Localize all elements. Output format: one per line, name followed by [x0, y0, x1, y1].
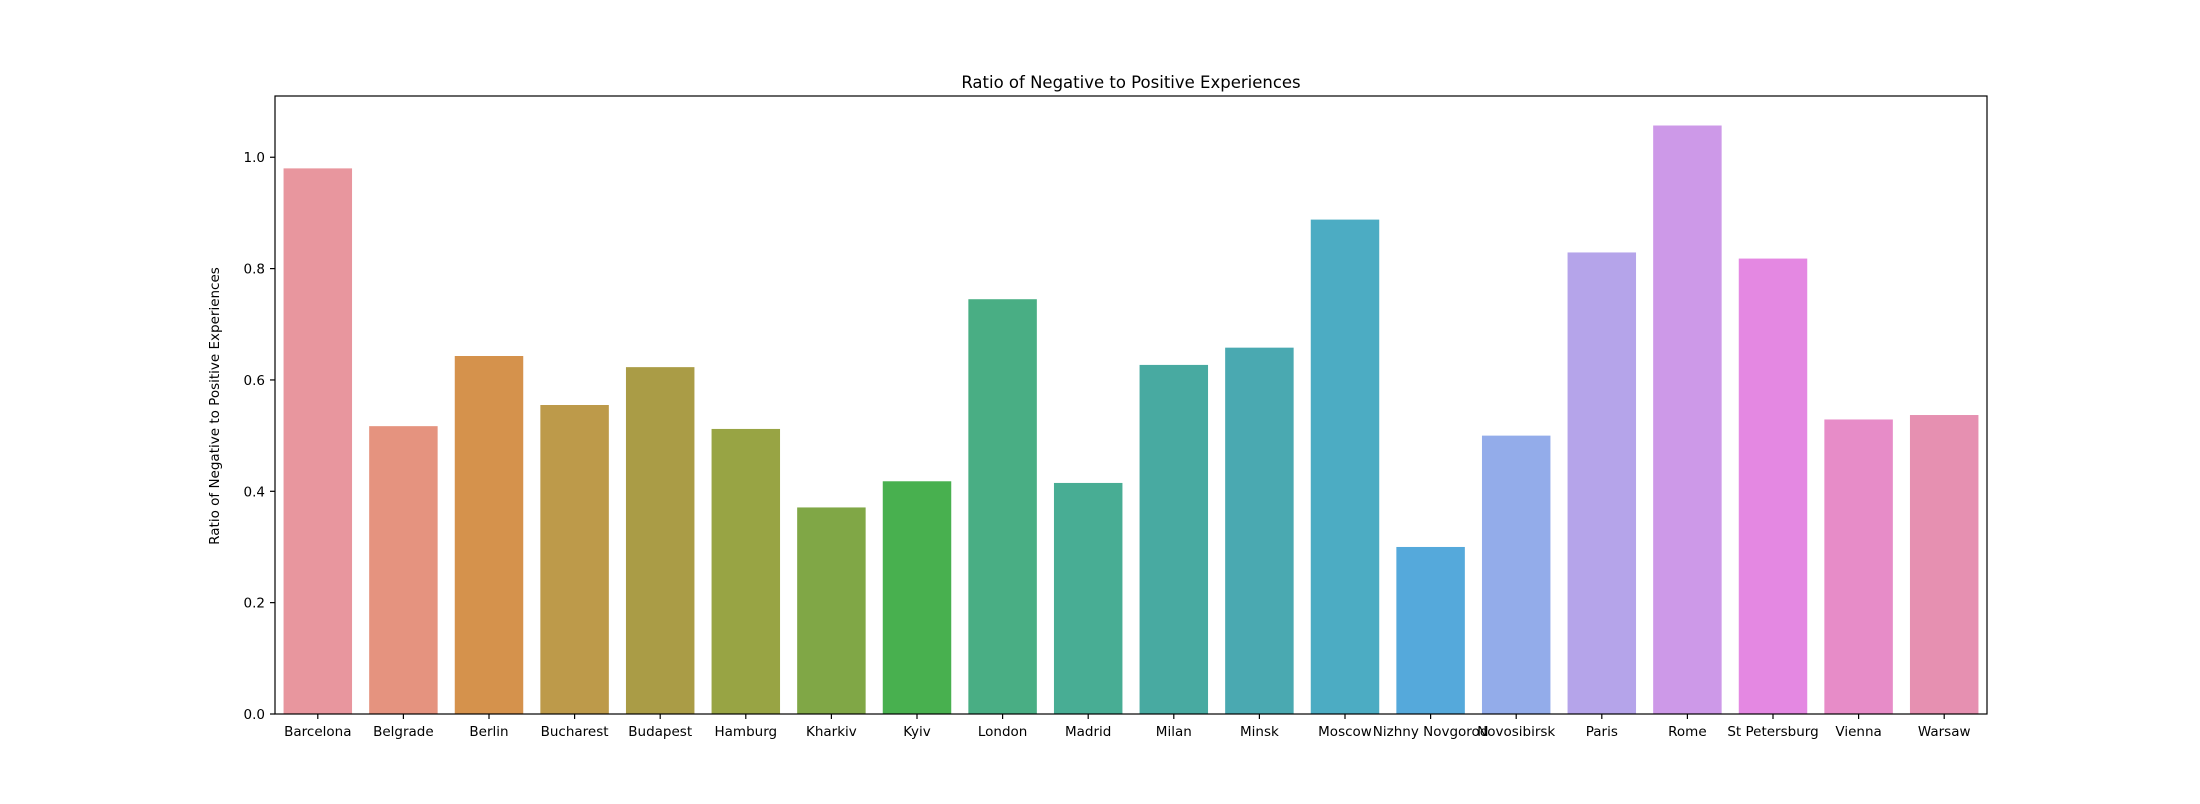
x-tick-label: Milan [1156, 724, 1192, 740]
bar-paris [1567, 252, 1637, 714]
bars-group [283, 125, 1979, 715]
y-tick-label: 0.2 [244, 596, 265, 612]
bar-milan [1139, 364, 1209, 714]
bar-madrid [1053, 482, 1123, 714]
x-tick-label: Kharkiv [806, 724, 857, 740]
bar-warsaw [1909, 415, 1979, 714]
x-tick-label: Bucharest [541, 724, 609, 740]
x-tick-label: Kyiv [903, 724, 931, 740]
bar-belgrade [369, 426, 438, 714]
x-tick-label: Barcelona [284, 724, 351, 740]
x-tick-label: Belgrade [373, 724, 434, 740]
x-tick-label: St Petersburg [1727, 724, 1818, 740]
y-tick-label: 0.4 [244, 484, 265, 500]
y-tick-label: 1.0 [244, 150, 265, 166]
x-tick-label: Madrid [1065, 724, 1111, 740]
y-tick-label: 0.8 [244, 262, 265, 278]
x-tick-label: Minsk [1240, 724, 1279, 740]
bar-kyiv [882, 481, 952, 714]
y-tick-label: 0.6 [244, 373, 265, 389]
y-axis-label: Ratio of Negative to Positive Experience… [207, 267, 223, 545]
bar-bucharest [540, 405, 609, 714]
x-tick-label: Berlin [469, 724, 508, 740]
bar-berlin [454, 356, 524, 714]
x-tick-label: Rome [1668, 724, 1707, 740]
y-axis-ticks: 0.0 0.2 0.4 0.6 0.8 1.0 [244, 150, 275, 723]
plot-area-frame [274, 95, 1988, 715]
x-tick-label: Vienna [1835, 724, 1881, 740]
x-tick-label: Hamburg [715, 724, 778, 740]
bar-minsk [1225, 347, 1294, 714]
x-tick-label: Warsaw [1918, 724, 1971, 740]
bar-st-petersburg [1738, 258, 1808, 714]
bar-rome [1653, 125, 1722, 714]
x-tick-label: Paris [1586, 724, 1618, 740]
bar-barcelona [283, 168, 353, 715]
bar-kharkiv [797, 507, 866, 714]
x-tick-label: Novosibirsk [1477, 724, 1555, 740]
bar-moscow [1310, 219, 1380, 714]
x-tick-label: Nizhny Novgorod [1373, 724, 1489, 740]
bar-hamburg [711, 428, 781, 714]
x-tick-label: Budapest [628, 724, 692, 740]
bar-london [968, 299, 1037, 714]
y-tick-label: 0.0 [244, 707, 265, 723]
bar-novosibirsk [1481, 435, 1551, 714]
x-axis-ticks: Barcelona Belgrade Berlin Bucharest Budapest… [284, 714, 1971, 740]
x-tick-label: London [978, 724, 1028, 740]
x-tick-label: Moscow [1318, 724, 1372, 740]
bar-nizhny-novgorod [1396, 546, 1465, 714]
chart-title: Ratio of Negative to Positive Experience… [961, 73, 1300, 92]
bar-budapest [625, 367, 695, 714]
bar-vienna [1824, 419, 1893, 714]
